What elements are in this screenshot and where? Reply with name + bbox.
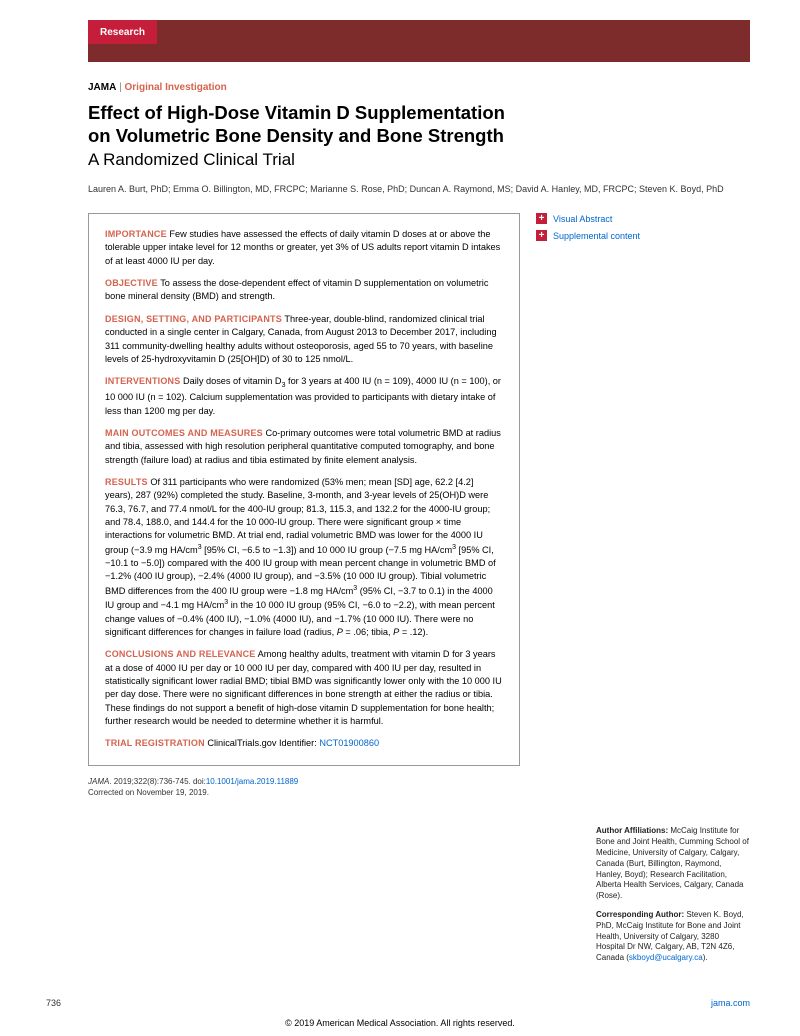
conclusions-label: CONCLUSIONS AND RELEVANCE [105,649,256,659]
correction-note: Corrected on November 19, 2019. [88,788,209,797]
abstract-outcomes: MAIN OUTCOMES AND MEASURES Co-primary ou… [105,427,503,467]
supplement-column: + Visual Abstract + Supplemental content [536,213,736,766]
author-list: Lauren A. Burt, PhD; Emma O. Billington,… [88,183,750,196]
corresponding-close: ). [703,953,708,962]
results-f: = .06; tibia, [343,627,393,637]
importance-label: IMPORTANCE [105,229,167,239]
affiliations-block: Author Affiliations: McCaig Institute fo… [596,826,750,972]
design-label: DESIGN, SETTING, AND PARTICIPANTS [105,314,282,324]
registration-label: TRIAL REGISTRATION [105,738,205,748]
plus-icon: + [536,213,547,224]
supplemental-content-text: Supplemental content [553,231,640,241]
journal-name: JAMA [88,82,116,93]
abstract-interventions: INTERVENTIONS Daily doses of vitamin D3 … [105,375,503,418]
registration-text: ClinicalTrials.gov Identifier: [207,738,319,748]
interventions-label: INTERVENTIONS [105,376,180,386]
copyright-notice: © 2019 American Medical Association. All… [0,1018,800,1028]
outcomes-label: MAIN OUTCOMES AND MEASURES [105,428,263,438]
results-g: = .12). [399,627,428,637]
plus-icon: + [536,230,547,241]
research-tag: Research [88,20,157,44]
citation-mid: . 2019;322(8):736-745. doi: [109,777,206,786]
article-category: Original Investigation [125,82,227,93]
main-content: JAMA | Original Investigation Effect of … [88,82,750,798]
journal-category-line: JAMA | Original Investigation [88,82,750,93]
affiliations-label: Author Affiliations: [596,826,668,835]
abstract-registration: TRIAL REGISTRATION ClinicalTrials.gov Id… [105,737,503,750]
two-column-layout: IMPORTANCE Few studies have assessed the… [88,213,750,766]
objective-label: OBJECTIVE [105,278,158,288]
trial-registration-link[interactable]: NCT01900860 [319,738,379,748]
visual-abstract-link[interactable]: + Visual Abstract [536,213,736,224]
abstract-conclusions: CONCLUSIONS AND RELEVANCE Among healthy … [105,648,503,728]
journal-site-link[interactable]: jama.com [711,998,750,1008]
article-subtitle: A Randomized Clinical Trial [88,149,750,170]
objective-text: To assess the dose-dependent effect of v… [105,278,488,301]
article-title-line1: Effect of High-Dose Vitamin D Supplement… [88,101,750,124]
corresponding-label: Corresponding Author: [596,910,684,919]
affiliations-text: McCaig Institute for Bone and Joint Heal… [596,826,749,900]
divider: | [119,82,122,93]
corresponding-email-link[interactable]: skboyd@ucalgary.ca [629,953,703,962]
abstract-design: DESIGN, SETTING, AND PARTICIPANTS Three-… [105,313,503,366]
abstract-box: IMPORTANCE Few studies have assessed the… [88,213,520,766]
article-title-line2: on Volumetric Bone Density and Bone Stre… [88,124,750,147]
results-label: RESULTS [105,477,148,487]
doi-link[interactable]: 10.1001/jama.2019.11889 [206,777,298,786]
abstract-results: RESULTS Of 311 participants who were ran… [105,476,503,639]
page-number: 736 [46,998,61,1008]
header-bar: Research [88,20,750,62]
abstract-objective: OBJECTIVE To assess the dose-dependent e… [105,277,503,304]
abstract-importance: IMPORTANCE Few studies have assessed the… [105,228,503,268]
page-footer: 736 jama.com [0,998,800,1008]
corresponding-author: Corresponding Author: Steven K. Boyd, Ph… [596,910,750,964]
citation-block: JAMA. 2019;322(8):736-745. doi:10.1001/j… [88,776,520,798]
supplemental-content-link[interactable]: + Supplemental content [536,230,736,241]
conclusions-text: Among healthy adults, treatment with vit… [105,649,502,726]
results-a: Of 311 participants who were randomized … [105,477,490,555]
results-b: [95% CI, −6.5 to −1.3]) and 10 000 IU gr… [202,545,453,555]
author-affiliations: Author Affiliations: McCaig Institute fo… [596,826,750,902]
citation-journal: JAMA [88,777,109,786]
visual-abstract-text: Visual Abstract [553,214,612,224]
interventions-pre: Daily doses of vitamin D [183,376,282,386]
